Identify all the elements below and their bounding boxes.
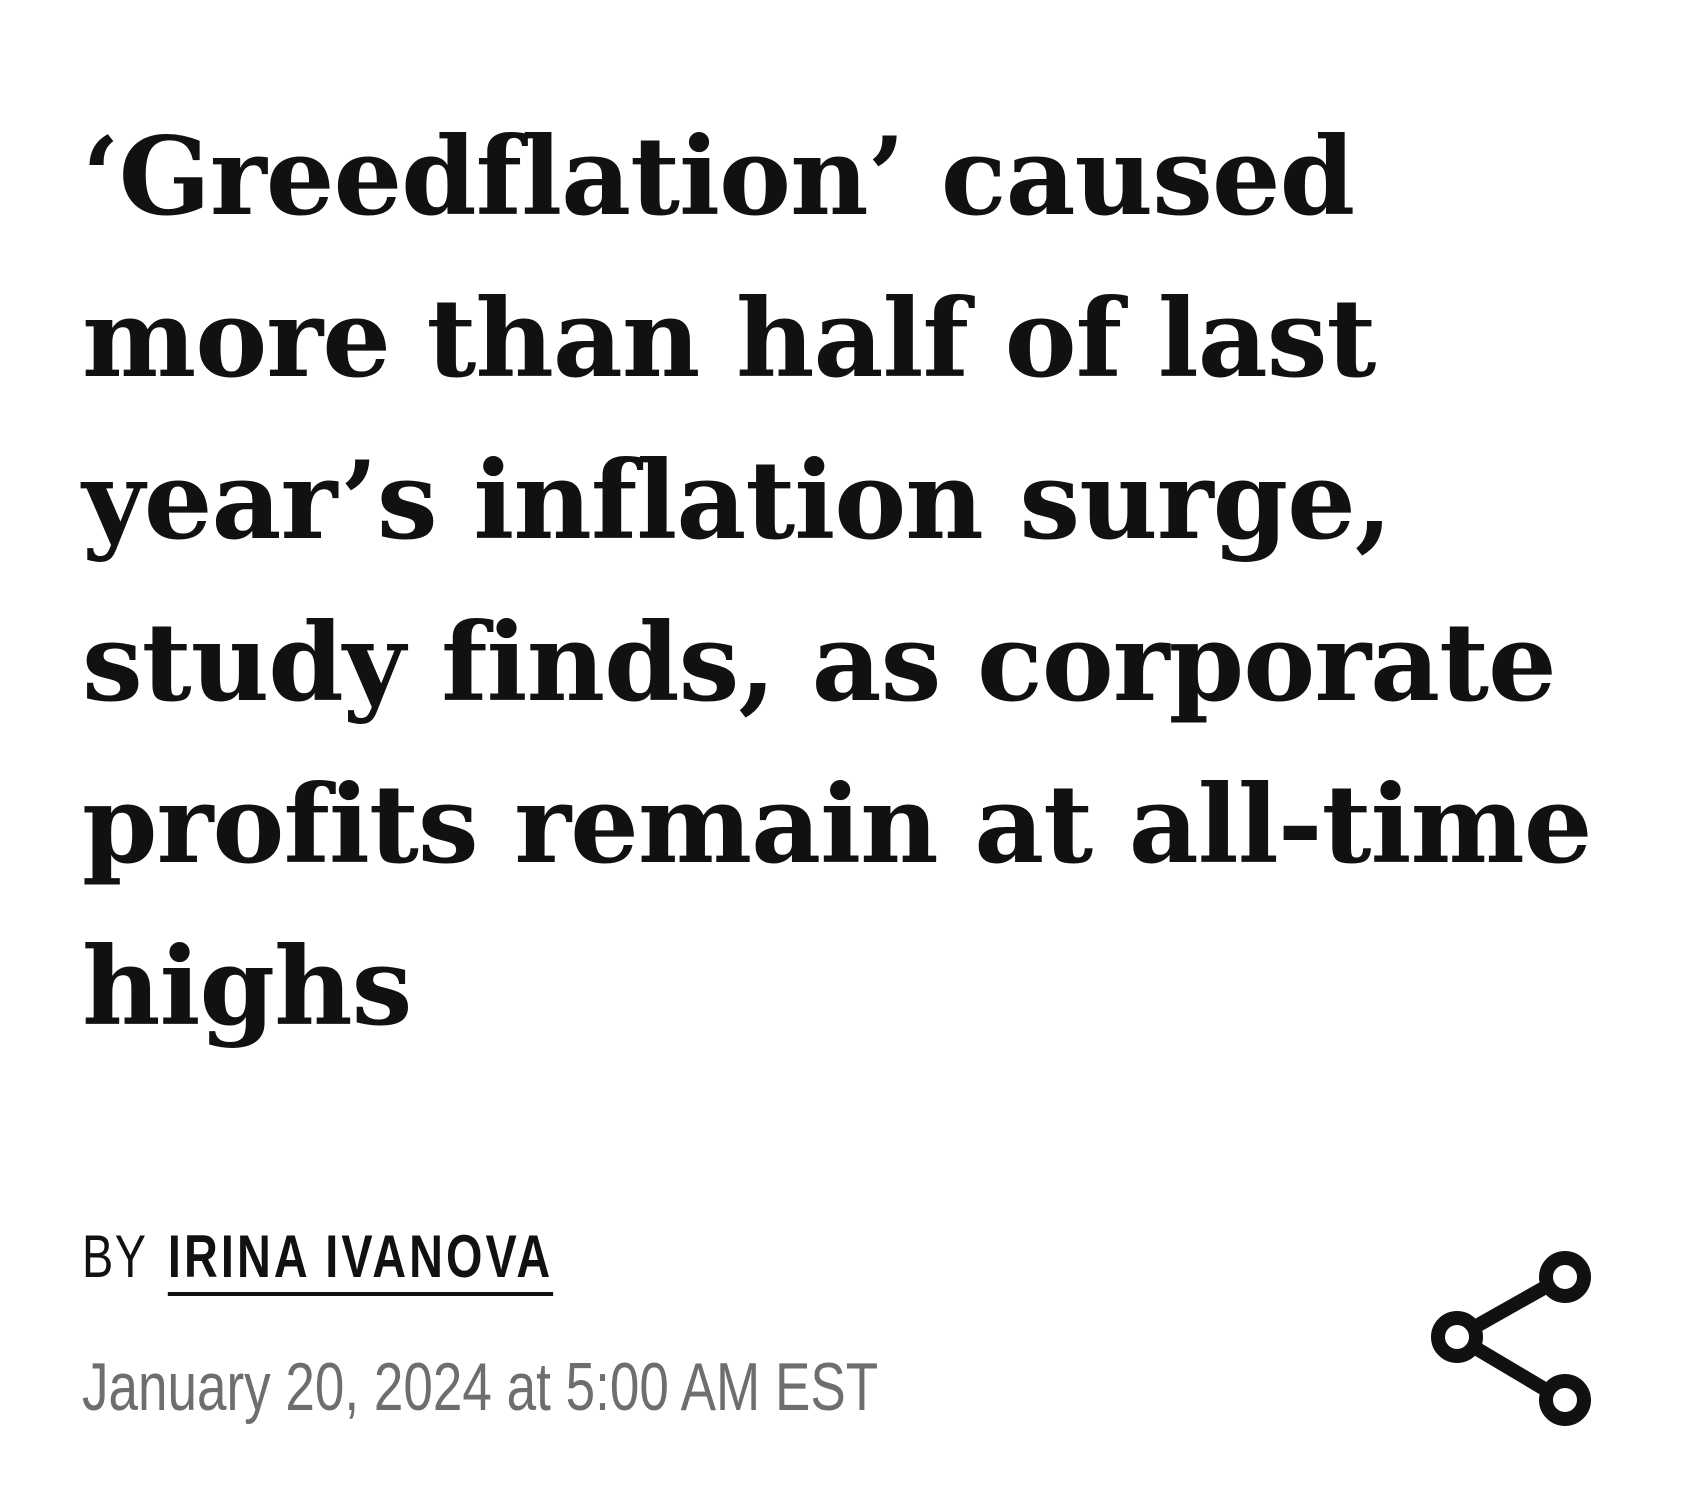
headline: ‘Greedflation’ caused more than half of … [82, 114, 1592, 1050]
publish-timestamp: January 20, 2024 at 5:00 AM EST [82, 1349, 879, 1425]
byline-prefix: BY [82, 1223, 148, 1290]
author-link[interactable]: IRINA IVANOVA [167, 1223, 554, 1296]
byline: BY IRINA IVANOVA [82, 1222, 554, 1296]
share-button[interactable] [1428, 1245, 1608, 1435]
article-header: ‘Greedflation’ caused more than half of … [82, 96, 1642, 1068]
share-icon [1431, 1251, 1591, 1426]
